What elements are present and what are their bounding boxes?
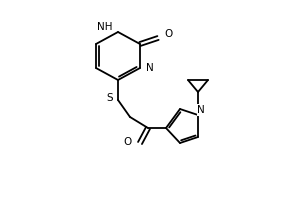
Text: O: O (164, 29, 172, 39)
Text: N: N (197, 105, 205, 115)
Text: N: N (146, 63, 154, 73)
Text: NH: NH (98, 22, 113, 32)
Text: S: S (106, 93, 113, 103)
Text: O: O (124, 137, 132, 147)
